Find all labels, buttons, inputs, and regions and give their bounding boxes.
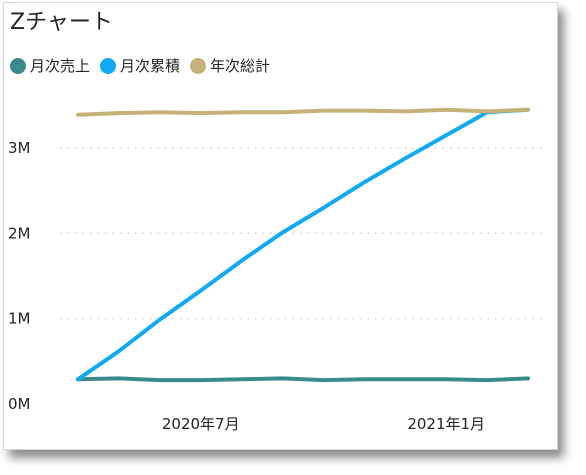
chart-title: Zチャート	[10, 10, 113, 35]
legend-label-monthly-cumulative: 月次累積	[120, 57, 181, 75]
legend-item-monthly-sales[interactable]: 月次売上	[10, 55, 90, 76]
series-line-0	[76, 376, 530, 383]
series-line-2	[76, 107, 530, 117]
legend-label-monthly-sales: 月次売上	[30, 57, 91, 75]
chart-legend: 月次売上 月次累積 年次総計	[10, 55, 270, 76]
y-tick-label: 2M	[8, 224, 31, 242]
x-tick-label: 2020年7月	[162, 415, 240, 433]
y-tick-label: 0M	[8, 395, 31, 413]
legend-label-annual-total: 年次総計	[210, 57, 271, 75]
legend-marker-annual-total	[190, 57, 207, 74]
legend-marker-monthly-cumulative	[100, 57, 117, 74]
series-line-1	[76, 107, 530, 382]
chart-card	[3, 2, 558, 450]
legend-item-monthly-cumulative[interactable]: 月次累積	[100, 55, 180, 76]
x-tick-label: 2021年1月	[407, 415, 485, 433]
y-tick-label: 1M	[8, 310, 31, 328]
legend-marker-monthly-sales	[10, 57, 26, 74]
legend-item-annual-total[interactable]: 年次総計	[190, 55, 270, 76]
y-tick-label: 3M	[8, 139, 31, 157]
